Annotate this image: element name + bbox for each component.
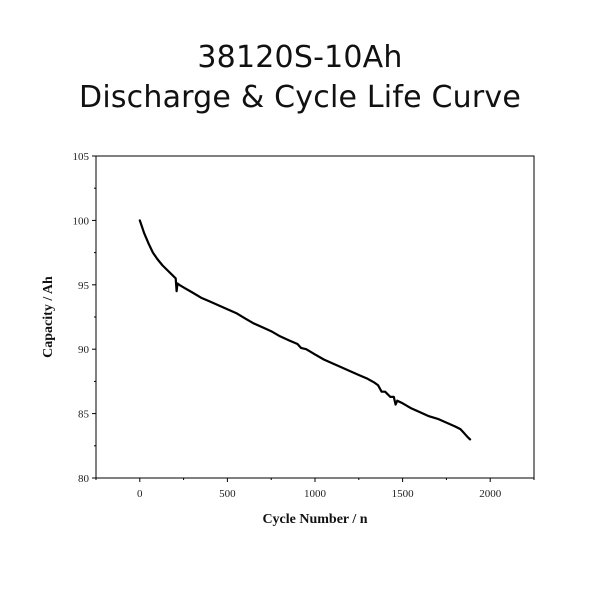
chart-title-line-2: Discharge & Cycle Life Curve [79,80,521,115]
x-tick-label: 1500 [392,488,415,500]
y-tick-label: 105 [73,151,90,163]
y-axis-label: Capacity / Ah [41,276,56,358]
series-line-capacity [138,219,472,441]
plot-frame [95,155,535,479]
x-tick-label: 0 [137,488,143,500]
chart-title-line-1: 38120S-10Ah [197,40,403,75]
x-tick-label: 2000 [479,488,502,500]
y-tick-label: 100 [73,215,90,227]
y-tick-label: 95 [78,280,90,292]
y-tick-label: 80 [78,473,90,485]
series-layer [138,219,472,441]
y-axis-ticks: 80 85 90 95 100 105 [73,151,96,485]
x-tick-label: 1000 [304,488,327,500]
x-axis-ticks: 0 500 1000 1500 2000 [95,478,535,500]
y-tick-label: 85 [78,409,90,421]
x-axis-label: Cycle Number / n [262,512,367,527]
chart-title: 38120S-10Ah Discharge & Cycle Life Curve [0,38,600,118]
x-tick-label: 500 [219,488,236,500]
y-tick-label: 90 [78,344,90,356]
